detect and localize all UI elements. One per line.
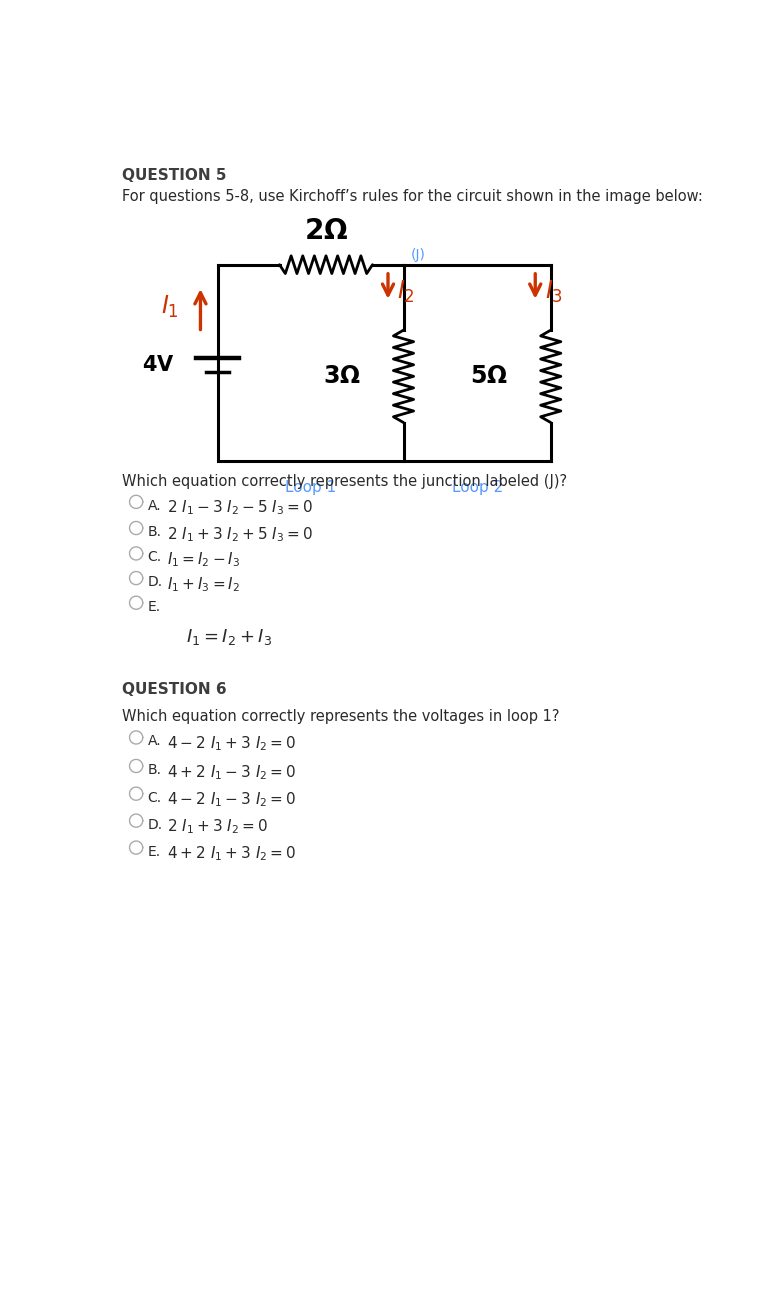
Text: $\mathbf{5\Omega}$: $\mathbf{5\Omega}$ bbox=[471, 364, 508, 388]
Text: $4 - 2\ I_1 - 3\ I_2 = 0$: $4 - 2\ I_1 - 3\ I_2 = 0$ bbox=[167, 791, 296, 809]
Text: Loop 2: Loop 2 bbox=[452, 480, 502, 496]
Text: $2\ I_1 - 3\ I_2 - 5\ I_3 = 0$: $2\ I_1 - 3\ I_2 - 5\ I_3 = 0$ bbox=[167, 498, 313, 518]
Text: A.: A. bbox=[148, 498, 161, 513]
Text: C.: C. bbox=[148, 791, 162, 804]
Text: For questions 5-8, use Kirchoff’s rules for the circuit shown in the image below: For questions 5-8, use Kirchoff’s rules … bbox=[122, 189, 703, 204]
Text: Which equation correctly represents the voltages in loop 1?: Which equation correctly represents the … bbox=[122, 709, 559, 723]
Text: $\mathbf{3\Omega}$: $\mathbf{3\Omega}$ bbox=[323, 364, 361, 388]
Text: B.: B. bbox=[148, 524, 162, 539]
Text: $4 - 2\ I_1 + 3\ I_2 = 0$: $4 - 2\ I_1 + 3\ I_2 = 0$ bbox=[167, 734, 296, 753]
Text: E.: E. bbox=[148, 600, 161, 614]
Text: QUESTION 5: QUESTION 5 bbox=[122, 168, 227, 183]
Text: Loop 1: Loop 1 bbox=[285, 480, 336, 496]
Text: D.: D. bbox=[148, 817, 163, 831]
Text: $2\ I_1 + 3\ I_2 + 5\ I_3 = 0$: $2\ I_1 + 3\ I_2 + 5\ I_3 = 0$ bbox=[167, 524, 313, 544]
Text: $I_1 = I_2 - I_3$: $I_1 = I_2 - I_3$ bbox=[167, 550, 241, 569]
Text: $\mathbf{4V}$: $\mathbf{4V}$ bbox=[143, 355, 174, 375]
Text: $2\ I_1 + 3\ I_2 = 0$: $2\ I_1 + 3\ I_2 = 0$ bbox=[167, 817, 268, 837]
Text: QUESTION 6: QUESTION 6 bbox=[122, 682, 227, 697]
Text: C.: C. bbox=[148, 550, 162, 565]
Text: $4 + 2\ I_1 - 3\ I_2 = 0$: $4 + 2\ I_1 - 3\ I_2 = 0$ bbox=[167, 762, 296, 782]
Text: D.: D. bbox=[148, 575, 163, 589]
Text: $4 + 2\ I_1 + 3\ I_2 = 0$: $4 + 2\ I_1 + 3\ I_2 = 0$ bbox=[167, 844, 296, 863]
Text: $I_2$: $I_2$ bbox=[397, 278, 415, 304]
Text: $I_1$: $I_1$ bbox=[161, 294, 178, 320]
Text: B.: B. bbox=[148, 762, 162, 777]
Text: E.: E. bbox=[148, 844, 161, 859]
Text: A.: A. bbox=[148, 734, 161, 748]
Text: $\mathbf{2\Omega}$: $\mathbf{2\Omega}$ bbox=[304, 217, 348, 246]
Text: Which equation correctly represents the junction labeled (J)?: Which equation correctly represents the … bbox=[122, 474, 567, 489]
Text: $I_1 + I_3 = I_2$: $I_1 + I_3 = I_2$ bbox=[167, 575, 240, 593]
Text: $I_3$: $I_3$ bbox=[545, 278, 562, 304]
Text: $I_1 = I_2 + I_3$: $I_1 = I_2 + I_3$ bbox=[186, 627, 273, 647]
Text: (J): (J) bbox=[411, 248, 426, 263]
